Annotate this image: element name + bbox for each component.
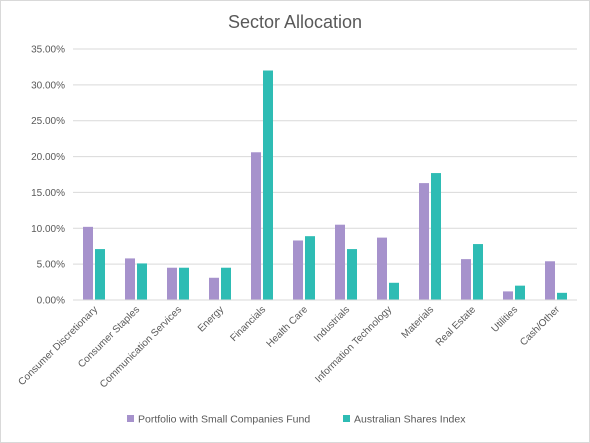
bar-portfolio	[167, 267, 177, 300]
category-label: Consumer Discretionary	[16, 304, 100, 388]
legend-label: Australian Shares Index	[354, 414, 466, 426]
category-label: Cash/Other	[518, 304, 562, 348]
y-axis-ticks: 0.00% 5.00% 10.00% 15.00% 20.00% 25.00% 30.00%…	[31, 45, 65, 307]
bar-portfolio	[125, 258, 135, 300]
bar-portfolio	[209, 277, 219, 300]
y-tick-label: 35.00%	[31, 45, 65, 56]
bar-index	[557, 292, 567, 300]
bar-portfolio	[377, 237, 387, 300]
bar-index	[431, 173, 441, 300]
y-tick-label: 20.00%	[31, 152, 65, 163]
bar-portfolio	[293, 240, 303, 300]
category-label: Energy	[196, 304, 226, 334]
bar-index	[95, 249, 105, 300]
bar-index	[389, 282, 399, 300]
bars	[83, 70, 567, 300]
bar-index	[179, 267, 189, 300]
bar-index	[221, 267, 231, 300]
bar-portfolio	[83, 226, 93, 300]
bar-index	[473, 244, 483, 300]
y-tick-label: 5.00%	[37, 260, 65, 271]
legend: Portfolio with Small Companies Fund Austr…	[127, 414, 466, 426]
bar-portfolio	[419, 183, 429, 300]
gridlines	[73, 48, 577, 265]
category-label: Real Estate	[434, 304, 479, 349]
bar-portfolio	[251, 152, 261, 300]
y-tick-label: 25.00%	[31, 116, 65, 127]
legend-swatch	[127, 415, 134, 422]
category-label: Financials	[229, 304, 269, 344]
bar-index	[305, 236, 315, 300]
bar-index	[137, 263, 147, 300]
y-tick-label: 10.00%	[31, 224, 65, 235]
bar-index	[263, 70, 273, 300]
category-label: Communication Services	[98, 304, 184, 390]
category-label: Materials	[400, 304, 436, 340]
y-tick-label: 15.00%	[31, 188, 65, 199]
bar-portfolio	[335, 224, 345, 300]
category-label: Industrials	[312, 304, 352, 344]
category-label: Health Care	[265, 304, 311, 350]
legend-label: Portfolio with Small Companies Fund	[138, 414, 310, 426]
bar-index	[347, 249, 357, 300]
y-tick-label: 30.00%	[31, 80, 65, 91]
category-label: Information Technology	[313, 304, 394, 385]
category-label: Utilities	[490, 304, 521, 335]
bar-portfolio	[461, 259, 471, 300]
legend-swatch	[343, 415, 350, 422]
bar-portfolio	[545, 261, 555, 300]
y-tick-label: 0.00%	[37, 296, 65, 307]
bar-portfolio	[503, 291, 513, 300]
chart-title: Sector Allocation	[228, 12, 362, 32]
bar-index	[515, 285, 525, 300]
